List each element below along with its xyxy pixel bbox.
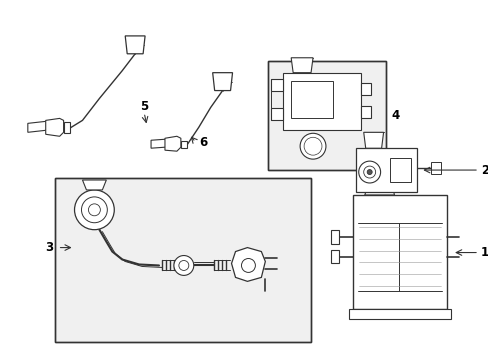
Bar [348,309,450,319]
Text: 3: 3 [45,241,54,254]
Bar [55,178,310,342]
Text: 5: 5 [140,100,148,113]
Polygon shape [164,136,181,151]
Polygon shape [271,78,283,91]
Polygon shape [125,36,145,54]
Polygon shape [360,107,370,118]
Bar [290,81,332,118]
Circle shape [179,261,188,270]
Polygon shape [181,141,186,148]
Polygon shape [45,118,63,136]
Circle shape [174,256,193,275]
Circle shape [88,204,100,216]
Circle shape [241,258,255,273]
Text: 4: 4 [391,109,399,122]
Bar [283,73,360,130]
Polygon shape [231,248,265,282]
Polygon shape [28,121,50,132]
Polygon shape [82,180,106,190]
Bar [389,158,410,182]
Bar [55,178,310,342]
Circle shape [366,170,371,175]
Circle shape [300,133,325,159]
Bar [330,249,338,264]
Polygon shape [151,139,167,148]
Polygon shape [363,132,383,148]
Bar [355,148,417,192]
Polygon shape [364,181,394,195]
Text: 1: 1 [480,246,488,259]
Circle shape [81,197,107,223]
Polygon shape [63,122,69,133]
Circle shape [304,137,321,155]
Bar [330,230,338,244]
Bar [268,61,385,170]
Bar [268,61,385,170]
Polygon shape [212,73,232,91]
Circle shape [74,190,114,230]
Bar [430,162,440,174]
Polygon shape [271,108,283,120]
Circle shape [363,166,375,178]
Polygon shape [290,58,312,73]
Bar [352,195,447,309]
Polygon shape [360,82,370,95]
Text: 6: 6 [198,136,206,149]
Text: 2: 2 [480,163,488,176]
Circle shape [358,161,380,183]
Bar [370,181,390,187]
